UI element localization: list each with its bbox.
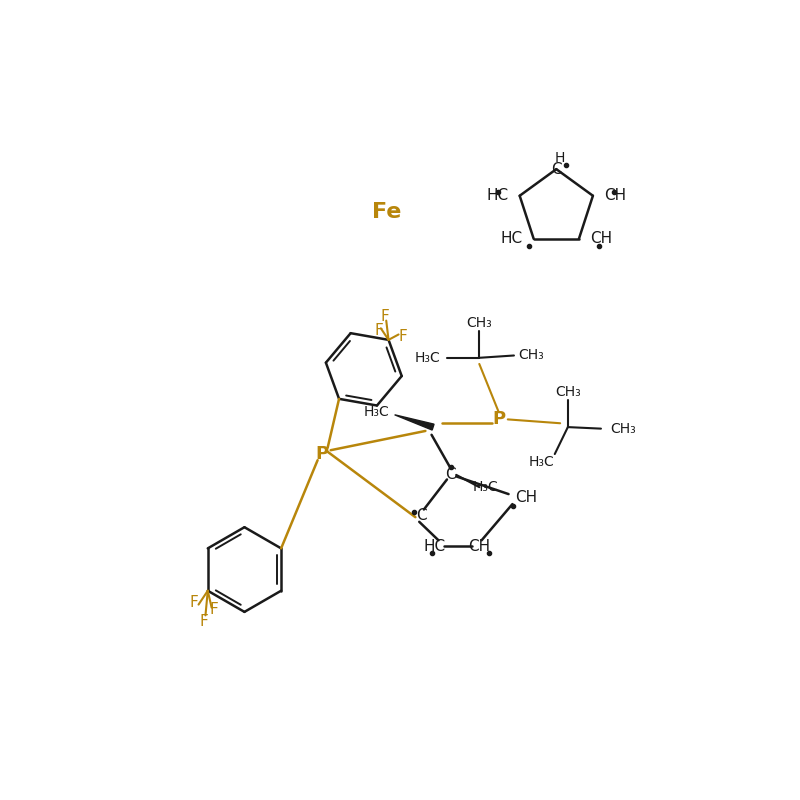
Text: CH₃: CH₃ <box>610 422 636 436</box>
Text: C: C <box>446 467 456 482</box>
Text: F: F <box>199 614 208 629</box>
Text: H₃C: H₃C <box>363 405 390 418</box>
Polygon shape <box>394 414 434 430</box>
Text: C: C <box>551 162 562 177</box>
Text: CH: CH <box>590 231 612 246</box>
Text: HC: HC <box>486 188 509 203</box>
Text: CH: CH <box>468 539 490 554</box>
Text: F: F <box>210 602 218 618</box>
Text: H: H <box>554 150 565 165</box>
Text: CH: CH <box>604 188 626 203</box>
Text: Fe: Fe <box>372 202 402 222</box>
Text: C: C <box>416 508 427 523</box>
Text: F: F <box>380 310 389 324</box>
Text: H₃C: H₃C <box>473 480 498 494</box>
Text: F: F <box>398 329 406 343</box>
Text: F: F <box>375 323 384 338</box>
Text: P: P <box>315 445 328 463</box>
Text: HC: HC <box>501 231 523 246</box>
Text: CH₃: CH₃ <box>518 349 543 362</box>
Text: P: P <box>492 410 505 429</box>
Text: CH₃: CH₃ <box>466 316 492 330</box>
Text: H₃C: H₃C <box>529 454 554 469</box>
Text: F: F <box>190 594 198 610</box>
Text: H₃C: H₃C <box>415 350 441 365</box>
Text: HC: HC <box>423 539 446 554</box>
Text: CH₃: CH₃ <box>555 386 581 399</box>
Text: CH: CH <box>514 490 537 506</box>
